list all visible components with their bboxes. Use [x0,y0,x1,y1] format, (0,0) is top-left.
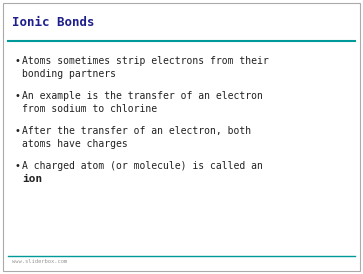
Text: Atoms sometimes strip electrons from their: Atoms sometimes strip electrons from the… [22,56,269,66]
Text: atoms have charges: atoms have charges [22,139,128,149]
Text: www.sliderbox.com: www.sliderbox.com [12,259,67,264]
Text: Ionic Bonds: Ionic Bonds [12,16,94,29]
Text: bonding partners: bonding partners [22,69,116,79]
Text: •: • [14,91,20,101]
Text: An example is the transfer of an electron: An example is the transfer of an electro… [22,91,263,101]
FancyBboxPatch shape [3,3,360,271]
Text: from sodium to chlorine: from sodium to chlorine [22,104,157,114]
Text: After the transfer of an electron, both: After the transfer of an electron, both [22,126,251,136]
Text: •: • [14,56,20,66]
Text: •: • [14,126,20,136]
Text: ion: ion [22,174,42,184]
Text: A charged atom (or molecule) is called an: A charged atom (or molecule) is called a… [22,161,263,171]
Text: •: • [14,161,20,171]
